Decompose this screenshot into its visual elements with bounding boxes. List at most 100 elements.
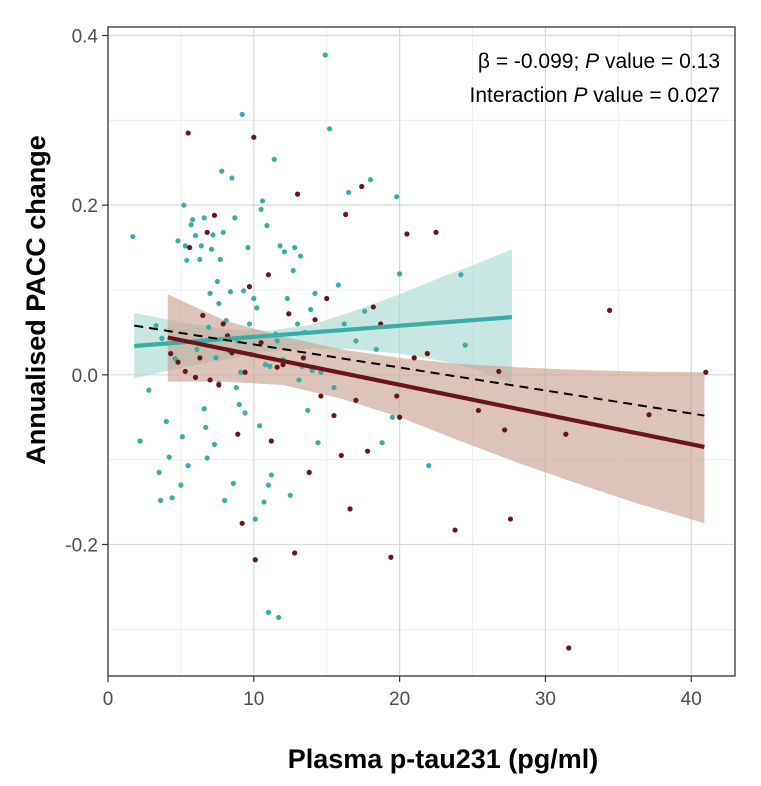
data-point (204, 455, 210, 461)
data-point (563, 431, 569, 437)
data-point (184, 257, 190, 263)
data-point (265, 272, 271, 278)
data-point (290, 267, 296, 274)
data-point (388, 554, 394, 560)
data-point (252, 516, 258, 522)
data-point (267, 363, 273, 369)
data-point (496, 368, 502, 375)
data-point (362, 308, 368, 314)
data-point (335, 282, 341, 288)
data-point (201, 406, 207, 412)
data-point (242, 410, 248, 416)
data-point (257, 423, 263, 429)
axes: 0 10 20 30 40 -0.2 0.0 0.2 0.4 (65, 26, 702, 710)
data-point (233, 384, 239, 391)
data-point (258, 339, 264, 346)
data-point (394, 194, 400, 200)
data-point (284, 295, 290, 302)
data-point (265, 482, 271, 488)
data-point (246, 284, 253, 290)
data-point (305, 407, 311, 414)
data-point (294, 321, 301, 327)
data-point (214, 278, 220, 285)
data-point (277, 243, 283, 249)
data-point (168, 351, 174, 357)
data-point (292, 244, 298, 251)
data-point (216, 300, 222, 307)
data-point (404, 231, 410, 237)
y-tick-label: 0.2 (72, 196, 98, 217)
data-point (262, 362, 269, 368)
data-point (271, 156, 277, 162)
data-point (703, 369, 709, 375)
data-point (397, 271, 403, 277)
data-point (315, 440, 321, 446)
data-point (286, 311, 292, 317)
data-point (331, 412, 337, 419)
fit-line-1 (167, 335, 705, 449)
data-point (312, 290, 318, 296)
data-point (424, 351, 430, 357)
data-point (276, 614, 282, 621)
data-point (241, 288, 247, 294)
data-point (274, 364, 280, 370)
data-point (230, 480, 236, 487)
data-point (359, 183, 365, 190)
data-point (236, 401, 242, 408)
annotation-beta-suffix: value = 0.13 (599, 50, 720, 73)
y-axis-title: Annualised PACC change (21, 135, 51, 465)
data-point (203, 424, 209, 431)
data-point (157, 497, 164, 503)
fit-line-2 (134, 324, 705, 417)
data-point (185, 130, 191, 136)
annotation-interaction: Interaction P value = 0.027 (470, 84, 720, 107)
data-point (258, 206, 264, 212)
annotation-interaction-p: P (573, 84, 587, 107)
data-point (343, 211, 349, 218)
data-point (213, 355, 219, 361)
data-point (201, 215, 207, 221)
data-point (268, 438, 274, 444)
data-point (433, 229, 439, 235)
data-point (312, 317, 318, 323)
data-point (297, 253, 304, 259)
data-point (242, 369, 248, 375)
data-point (207, 377, 213, 383)
data-point (175, 359, 181, 365)
data-point (192, 374, 199, 380)
data-point (300, 355, 306, 361)
data-point (462, 342, 468, 348)
data-point (197, 355, 203, 361)
data-point (296, 377, 302, 383)
data-point (379, 440, 385, 446)
x-tick-label: 10 (243, 689, 264, 710)
data-point (182, 368, 188, 375)
x-tick-label: 40 (681, 689, 702, 710)
data-point (287, 492, 293, 498)
fit-lines (134, 315, 705, 449)
data-point (216, 382, 222, 388)
data-point (223, 317, 229, 324)
data-point (306, 469, 312, 475)
data-point (232, 215, 238, 221)
data-point (292, 550, 298, 556)
x-axis-title: Plasma p-tau231 (pg/ml) (288, 744, 599, 774)
data-point (318, 393, 324, 399)
data-point (252, 557, 258, 563)
data-point (211, 441, 218, 447)
data-point (507, 516, 514, 522)
data-point (198, 243, 204, 249)
y-tick-label: -0.2 (65, 536, 98, 557)
data-point (204, 229, 210, 235)
annotation-beta-p: P (585, 50, 599, 73)
data-point (181, 202, 187, 208)
data-point (294, 191, 301, 197)
annotation-interaction-prefix: Interaction (470, 84, 574, 107)
data-point (187, 244, 193, 251)
data-point (235, 431, 241, 437)
data-point (238, 369, 244, 375)
annotation-beta-prefix: β = -0.099; (478, 50, 585, 73)
data-point (208, 246, 215, 252)
data-point (411, 355, 417, 361)
data-point (188, 222, 194, 228)
